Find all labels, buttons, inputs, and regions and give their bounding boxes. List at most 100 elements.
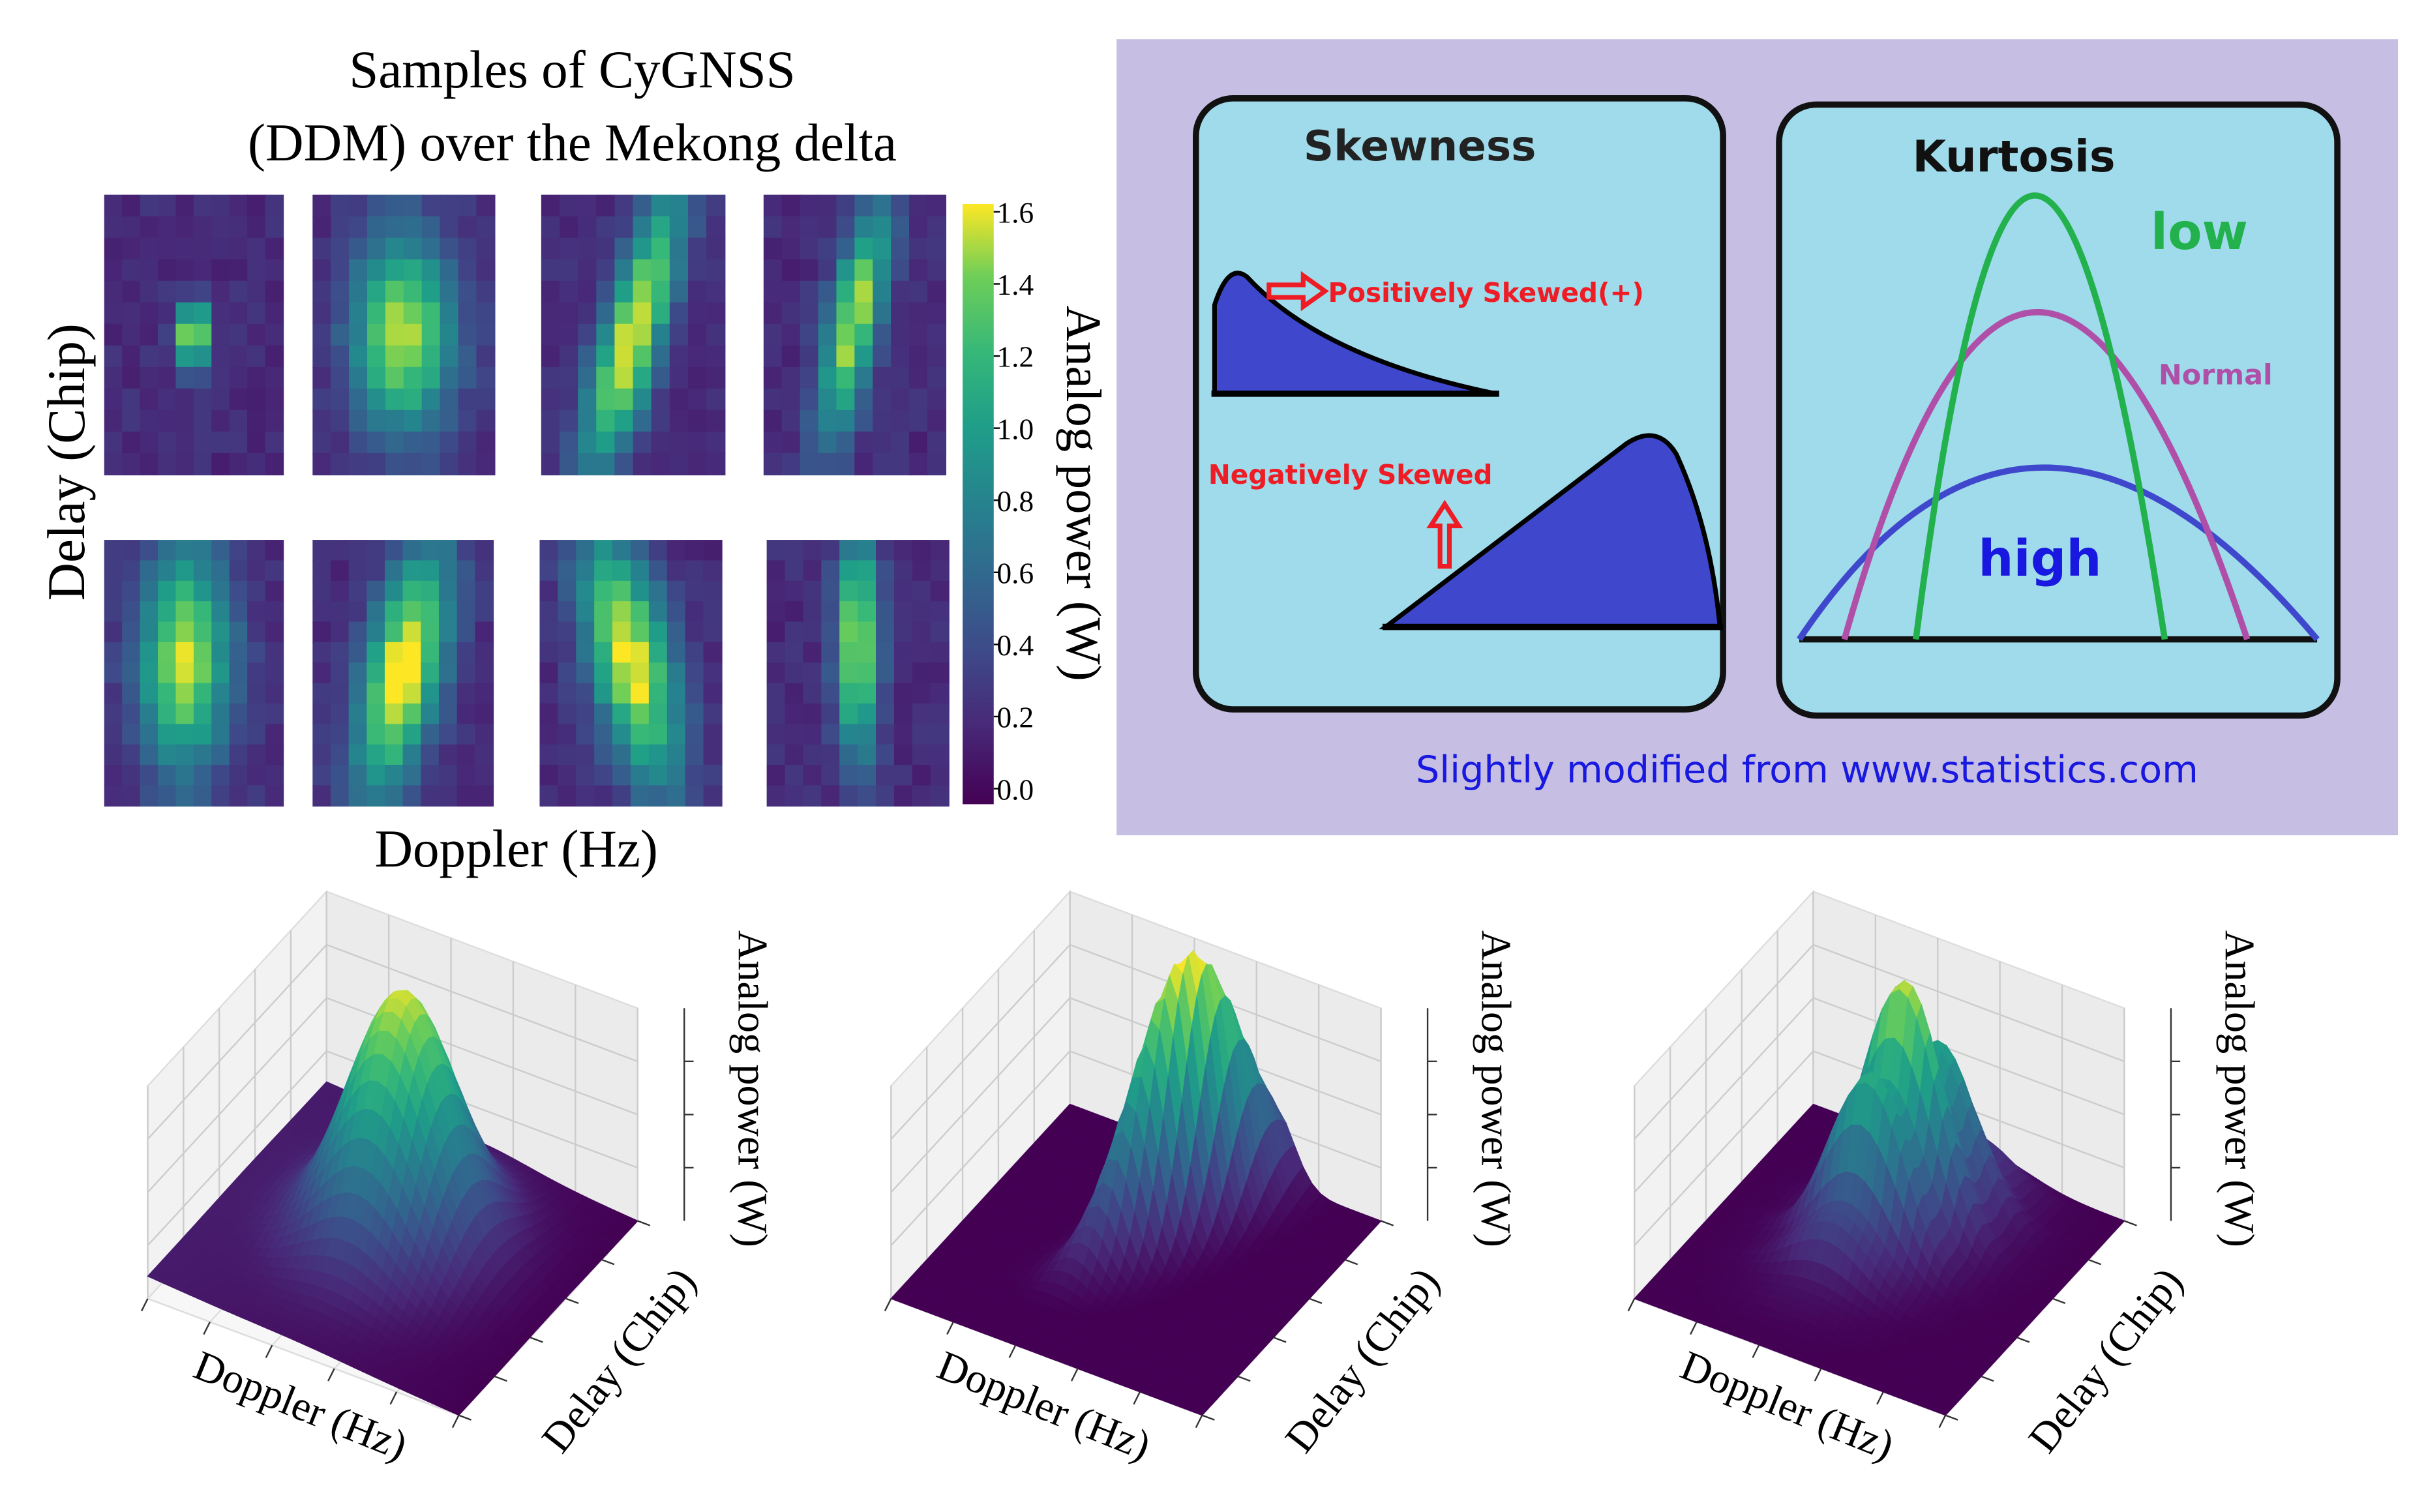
heatmap-cell [685,642,704,664]
heatmap-cell [367,642,386,664]
heatmap-cell [247,662,266,684]
heatmap-cell [193,724,213,745]
heatmap-cell [193,765,213,786]
heatmap-cell [476,302,496,325]
heatmap-cell [818,431,837,454]
heatmap-cell [330,744,350,766]
heatmap-cell [312,409,332,433]
heatmap-cell [539,580,559,602]
y-tick [1273,1337,1287,1343]
heatmap-cell [457,540,476,561]
heatmap-cell [836,323,856,346]
heatmap-cell [596,323,616,346]
heatmap-cell [158,237,177,260]
heatmap-cell [558,621,577,644]
heatmap-cell [175,785,195,807]
surface-plot-2: Doppler (Hz) Delay (Chip)Analog power (W) [884,889,1520,1469]
heatmap-cell [836,431,856,454]
heatmap-cell [633,431,652,454]
heatmap-cell [651,409,671,433]
heatmap-cell [349,323,368,346]
heatmap-cell [104,703,123,725]
heatmap-cell [800,323,819,346]
heatmap-cell [158,683,177,705]
heatmap-cell [763,409,783,433]
heatmap-cell [122,744,141,766]
heatmap-cell [421,194,441,217]
heatmap-cell [193,323,213,346]
heatmap-cell [384,540,404,561]
heatmap-cell [158,431,177,454]
heatmap-cell [229,785,248,807]
heatmap-cell [122,785,141,807]
heatmap-cell [559,194,579,217]
heatmap-cell [596,452,616,476]
heatmap-cell [476,452,496,476]
heatmap-cell [367,388,387,411]
heatmap-cell [140,302,159,325]
heatmap-cell [193,280,213,303]
heatmap-cell [576,785,595,807]
heatmap-cell [122,724,141,745]
heatmap-cell [854,259,874,282]
heatmap-cell [803,540,822,561]
heatmap-cell [440,194,459,217]
heatmap-cell [927,409,947,433]
heatmap-cell [385,237,404,260]
heatmap-cell [648,540,668,561]
heatmap-cell [651,345,671,368]
heatmap-cell [385,259,404,282]
heatmap-cell [421,744,440,766]
heatmap-cell [122,621,141,644]
heatmap-cell [909,452,929,476]
heatmap-cell [558,724,577,745]
heatmap-cell [229,216,248,239]
heatmap-cell [633,216,652,239]
heatmap-cell [687,237,708,260]
y-tick [2052,1297,2066,1305]
x-tick [451,1415,460,1429]
heatmap-cell [703,540,723,561]
heatmap-cell [158,216,177,239]
heatmap-cell [229,280,248,303]
x-tick [1938,1415,1947,1429]
heatmap-cell [265,683,284,705]
heatmap-cell [539,785,559,807]
heatmap-cell [669,259,689,282]
heatmap-cell [541,194,561,217]
heatmap-cell [614,259,634,282]
heatmap-cell [541,280,561,303]
heatmap-cell [348,560,368,582]
heatmap-cell [349,431,368,454]
heatmap-cell [781,194,801,217]
heatmap-cell [539,642,559,664]
heatmap-cell [367,452,387,476]
heatmap-cell [578,280,597,303]
heatmap-cell [687,409,708,433]
heatmap-cell [330,724,350,745]
heatmap-cell [158,388,177,411]
heatmap-cell [630,744,650,766]
heatmap-cell [927,452,947,476]
heatmap-cell [330,785,350,807]
heatmap-cell [438,765,458,786]
heatmap-cell [175,409,195,433]
heatmap-cell [669,366,689,390]
heatmap-cell [612,580,632,602]
heatmap-cell [175,744,195,766]
x-tick [1814,1368,1822,1382]
heatmap-cell [706,409,726,433]
heatmap-cell [331,388,350,411]
heatmap-cell [349,280,368,303]
heatmap-cell [785,662,804,684]
heatmap-cell [594,683,614,705]
heatmap-cell [265,744,284,766]
heatmap-cell [818,259,837,282]
heatmap-cell [800,302,819,325]
heatmap-cell [367,431,387,454]
heatmap-cell [648,560,668,582]
heatmap-cell [193,452,213,476]
heatmap-cell [785,683,804,705]
heatmap-cell [421,785,440,807]
heatmap-cell [539,662,559,684]
